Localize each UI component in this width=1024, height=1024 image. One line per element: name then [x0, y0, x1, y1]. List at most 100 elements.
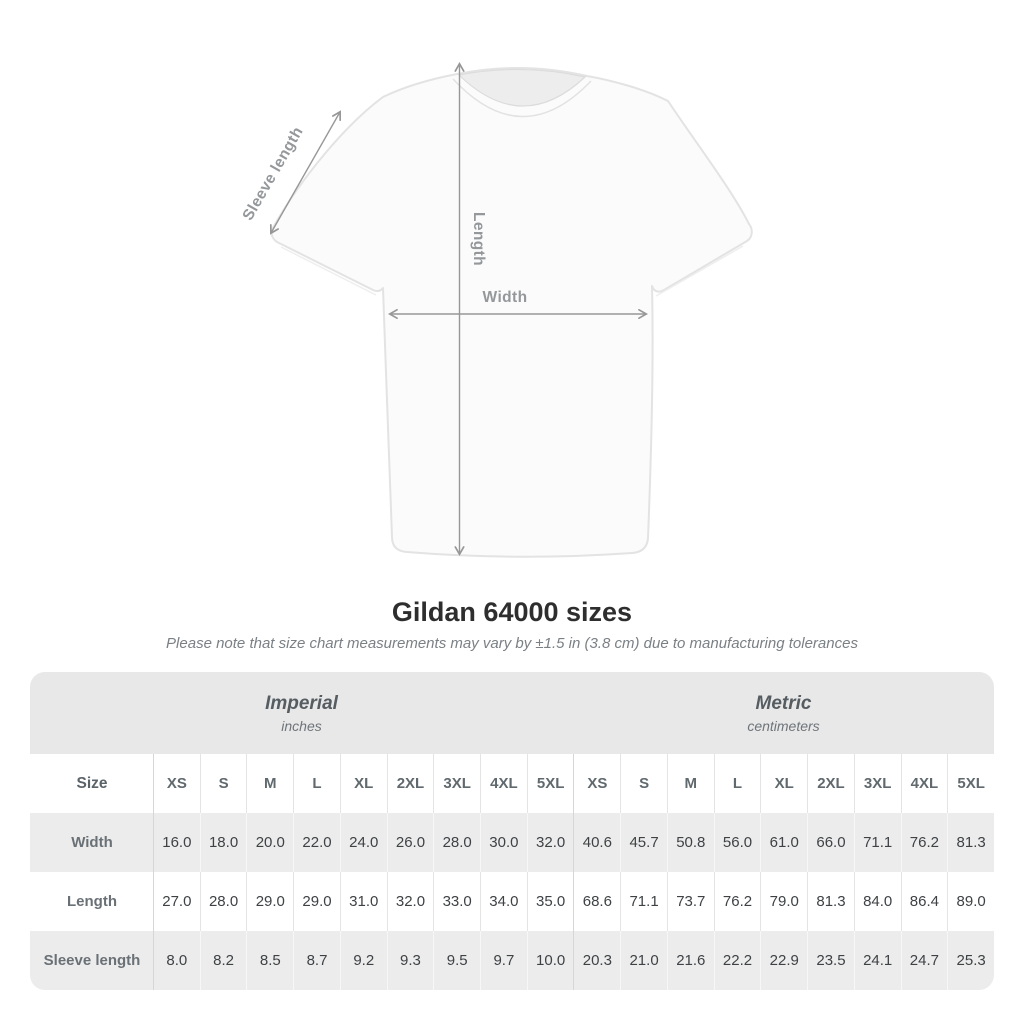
measurement-value: 23.5: [807, 931, 854, 990]
page-title: Gildan 64000 sizes: [391, 597, 633, 627]
measurement-value: 66.0: [807, 813, 854, 872]
measurement-value: 9.3: [386, 931, 434, 990]
tshirt-diagram: Width Length Sleeve length: [239, 0, 753, 558]
measurement-value: 45.7: [620, 813, 667, 872]
measurement-value: 71.1: [853, 813, 901, 872]
size-column-header: XS: [573, 754, 620, 813]
measurement-value: 20.3: [573, 931, 620, 990]
measurement-value: 24.7: [900, 931, 948, 990]
tshirt-left-cuff-seam: [280, 246, 377, 296]
measurement-value: 86.4: [900, 872, 948, 931]
measurement-value: 56.0: [713, 813, 761, 872]
unit-section-header: Imperial inches Metric centimeters: [30, 672, 994, 754]
imperial-section-unit: inches: [281, 717, 322, 734]
measurement-value: 22.9: [760, 931, 807, 990]
tshirt-body: [270, 67, 753, 558]
measurement-value: 84.0: [853, 872, 901, 931]
imperial-section-title: Imperial: [265, 692, 338, 714]
imperial-section-header: Imperial inches: [30, 672, 573, 754]
heading-block: Gildan 64000 sizes Please note that size…: [0, 596, 1024, 652]
row-label: Sleeve length: [43, 952, 141, 969]
tolerance-note: Please note that size chart measurements…: [166, 635, 858, 653]
tshirt-illustration: Width Length Sleeve length: [239, 0, 753, 558]
row-label: Size: [76, 774, 108, 792]
size-column-header: XS: [153, 754, 200, 813]
measurement-value: 32.0: [526, 813, 574, 872]
measurement-value: 79.0: [760, 872, 807, 931]
measurement-value: 50.8: [666, 813, 714, 872]
measurement-value: 8.2: [199, 931, 247, 990]
table-row: Length 27.0 28.0 29.0 29.0 31.0 32.0 33.0 34.0 35…: [30, 872, 994, 931]
measurement-value: 22.0: [293, 813, 340, 872]
size-column-header: 2XL: [386, 754, 434, 813]
table-row: Sleeve length 8.0 8.2 8.5 8.7 9.2 9.3 9.5 9.7 10.…: [30, 931, 994, 990]
measurement-value: 24.0: [339, 813, 387, 872]
measurement-value: 25.3: [947, 931, 994, 990]
measurement-value: 21.0: [620, 931, 667, 990]
measurement-value: 24.1: [853, 931, 901, 990]
measurement-value: 9.2: [339, 931, 387, 990]
measurement-value: 18.0: [199, 813, 247, 872]
measurement-value: 26.0: [386, 813, 434, 872]
measurement-value: 8.0: [153, 931, 200, 990]
measurement-value: 33.0: [433, 872, 480, 931]
measurement-value: 35.0: [526, 872, 574, 931]
size-column-header: S: [620, 754, 667, 813]
size-column-header: XL: [760, 754, 807, 813]
measurement-value: 76.2: [900, 813, 948, 872]
measurement-value: 73.7: [666, 872, 714, 931]
measurement-value: 31.0: [339, 872, 387, 931]
measurement-value: 29.0: [293, 872, 340, 931]
tshirt-collar-seam: [452, 78, 592, 118]
measurement-value: 22.2: [713, 931, 761, 990]
measurement-value: 20.0: [246, 813, 293, 872]
measurement-value: 10.0: [526, 931, 574, 990]
measurement-value: 71.1: [620, 872, 667, 931]
measurement-value: 9.5: [433, 931, 480, 990]
measurement-value: 89.0: [947, 872, 994, 931]
measurement-value: 21.6: [666, 931, 714, 990]
measurement-value: 29.0: [246, 872, 293, 931]
size-column-header: 4XL: [900, 754, 948, 813]
table-row: Size XS S M L XL 2XL 3XL 4XL 5XL XS S M L XL 2XL 3XL 4XL 5…: [30, 754, 994, 813]
measurement-value: 68.6: [573, 872, 620, 931]
measurement-value: 9.7: [480, 931, 527, 990]
size-column-header: L: [293, 754, 340, 813]
tshirt-right-cuff-seam: [655, 245, 744, 297]
measurement-value: 30.0: [480, 813, 527, 872]
measurement-value: 61.0: [760, 813, 807, 872]
measurement-value: 32.0: [386, 872, 434, 931]
metric-section-title: Metric: [755, 692, 812, 714]
width-measure-label: Width: [483, 289, 528, 306]
size-column-header: 3XL: [433, 754, 480, 813]
length-measure-label: Length: [470, 212, 487, 266]
size-column-header: 4XL: [480, 754, 527, 813]
size-column-header: XL: [339, 754, 387, 813]
row-label: Length: [67, 893, 117, 910]
measurement-value: 34.0: [480, 872, 527, 931]
tshirt-neck-opening: [457, 68, 587, 107]
size-column-header: M: [246, 754, 293, 813]
row-label: Width: [71, 834, 113, 851]
measurement-value: 81.3: [807, 872, 854, 931]
measurement-value: 16.0: [153, 813, 200, 872]
measurement-value: 27.0: [153, 872, 200, 931]
measurement-value: 40.6: [573, 813, 620, 872]
size-column-header: 3XL: [853, 754, 901, 813]
measurement-value: 81.3: [947, 813, 994, 872]
size-column-header: 2XL: [807, 754, 854, 813]
measurement-value: 8.7: [293, 931, 340, 990]
measurement-value: 76.2: [713, 872, 761, 931]
measurement-value: 28.0: [199, 872, 247, 931]
metric-section-header: Metric centimeters: [573, 672, 994, 754]
size-grid: Size XS S M L XL 2XL 3XL 4XL 5XL XS S M L XL 2XL 3XL 4XL 5…: [30, 754, 994, 990]
table-row: Width 16.0 18.0 20.0 22.0 24.0 26.0 28.0 30.0 32.…: [30, 813, 994, 872]
size-column-header: L: [713, 754, 761, 813]
size-column-header: M: [666, 754, 714, 813]
measurement-value: 28.0: [433, 813, 480, 872]
size-column-header: 5XL: [526, 754, 574, 813]
size-column-header: 5XL: [947, 754, 994, 813]
sleeve-length-arrow: [271, 112, 340, 233]
size-chart-table: Imperial inches Metric centimeters Size X…: [30, 672, 994, 990]
